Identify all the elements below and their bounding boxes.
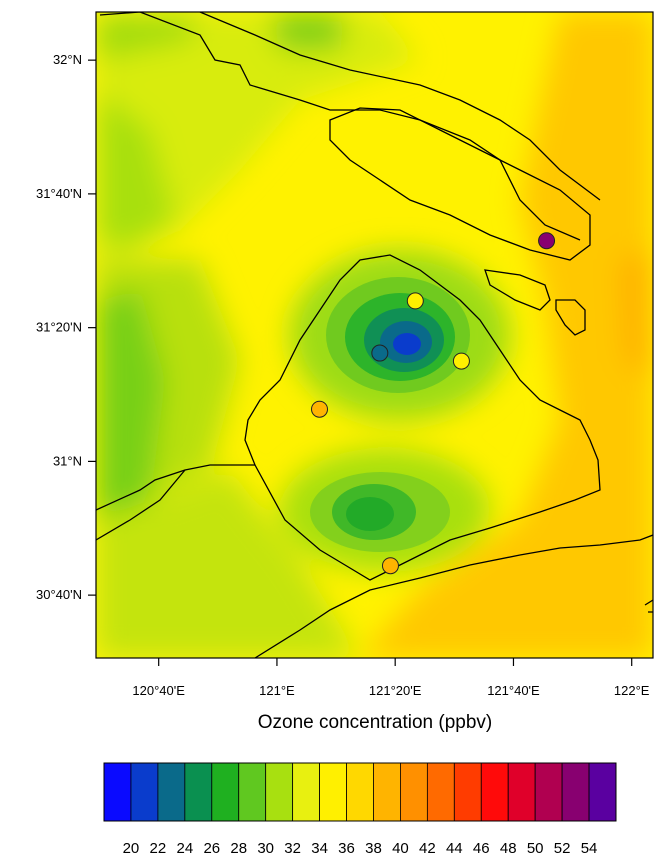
colorbar-label: 32 xyxy=(284,840,301,857)
station-marker xyxy=(381,557,399,575)
x-axis-title: Ozone concentration (ppbv) xyxy=(258,712,492,733)
station-marker xyxy=(406,292,424,310)
lon-tick-label: 120°40'E xyxy=(132,683,185,698)
colorbar-label: 54 xyxy=(581,840,598,857)
colorbar-swatch xyxy=(373,762,401,822)
lon-tick-label: 121°40'E xyxy=(487,683,540,698)
colorbar-label: 26 xyxy=(203,840,220,857)
colorbar-swatch xyxy=(292,762,320,822)
colorbar-label: 44 xyxy=(446,840,463,857)
colorbar-label: 52 xyxy=(554,840,571,857)
colorbar-label: 24 xyxy=(176,840,193,857)
colorbar-label: 36 xyxy=(338,840,355,857)
lat-tick-label: 30°40'N xyxy=(36,587,82,602)
colorbar-label: 28 xyxy=(230,840,247,857)
colorbar-swatch xyxy=(211,762,240,822)
colorbar-swatch xyxy=(130,762,159,822)
colorbar-label: 20 xyxy=(123,840,140,857)
station-marker xyxy=(452,352,470,370)
colorbar-label: 34 xyxy=(311,840,328,857)
plot-frame xyxy=(95,11,654,659)
colorbar-label: 30 xyxy=(257,840,274,857)
colorbar-swatch xyxy=(157,762,186,822)
lon-tick-label: 121°E xyxy=(259,683,295,698)
longitude-axis: 120°40'E 121°E 121°20'E 121°40'E 122°E xyxy=(132,658,650,698)
colorbar-swatch xyxy=(265,762,294,822)
colorbar-swatch xyxy=(588,762,617,822)
lat-tick-label: 31°40'N xyxy=(36,186,82,201)
colorbar-label: 40 xyxy=(392,840,409,857)
lat-tick-label: 32°N xyxy=(53,52,82,67)
colorbar-swatch xyxy=(480,762,509,822)
colorbar-swatch xyxy=(319,762,347,822)
colorbar-swatch xyxy=(534,762,563,822)
station-marker xyxy=(371,344,389,362)
colorbar-swatch xyxy=(400,762,428,822)
colorbar-swatch xyxy=(453,762,482,822)
lon-tick-label: 122°E xyxy=(614,683,650,698)
colorbar-swatch xyxy=(507,762,536,822)
station-marker xyxy=(538,232,556,250)
colorbar: 20 22 24 26 28 30 32 34 36 38 40 42 44 46 48 50 52 54 xyxy=(103,762,617,857)
station-marker xyxy=(311,400,329,418)
colorbar-swatch xyxy=(346,762,374,822)
boundary-lines xyxy=(96,12,653,658)
colorbar-swatch xyxy=(184,762,213,822)
colorbar-label: 50 xyxy=(527,840,544,857)
colorbar-label: 42 xyxy=(419,840,436,857)
colorbar-swatch xyxy=(426,762,455,822)
colorbar-label: 38 xyxy=(365,840,382,857)
colorbar-swatch xyxy=(561,762,590,822)
plot-area xyxy=(96,12,653,658)
latitude-axis: 32°N 31°40'N 31°20'N 31°N 30°40'N xyxy=(36,52,96,602)
lon-tick-label: 121°20'E xyxy=(369,683,422,698)
lat-tick-label: 31°20'N xyxy=(36,320,82,335)
colorbar-frame xyxy=(103,762,617,822)
monitoring-stations xyxy=(311,232,556,575)
colorbar-label: 46 xyxy=(473,840,490,857)
lat-tick-label: 31°N xyxy=(53,453,82,468)
colorbar-swatch xyxy=(238,762,267,822)
colorbar-label: 22 xyxy=(150,840,167,857)
concentration-contours xyxy=(310,277,470,552)
colorbar-swatch xyxy=(103,762,132,822)
colorbar-label: 48 xyxy=(500,840,517,857)
